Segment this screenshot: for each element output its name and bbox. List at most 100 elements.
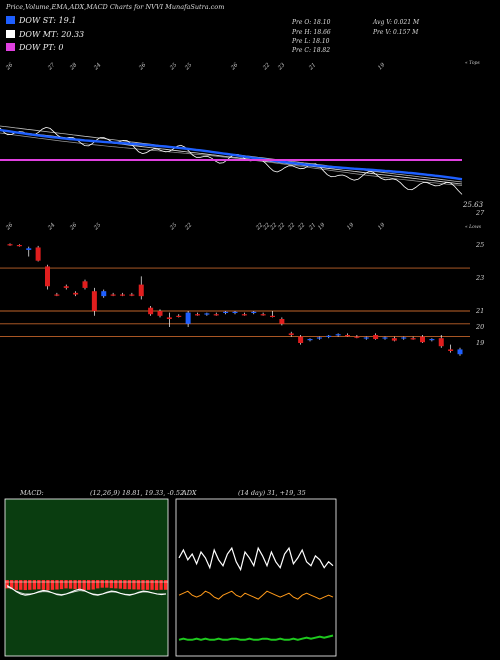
macd-hist-bar [28, 580, 32, 590]
macd-hist-bar [109, 580, 113, 589]
candle-body [251, 311, 257, 313]
adx-pane-bg [175, 498, 337, 657]
macd-hist-bar [14, 580, 18, 590]
y-axis-tick: 19 [476, 339, 484, 347]
candle-body [279, 319, 285, 324]
top-date-label: 19 [377, 62, 387, 72]
macd-hist-bar [100, 580, 104, 588]
top-date-label: 21 [307, 62, 317, 72]
y-axis-tick: 27 [475, 209, 485, 217]
lows-label: « Lows [465, 224, 482, 230]
legend-label-pt: DOW PT: 0 [19, 43, 64, 52]
candle-body [26, 248, 32, 250]
candle-body [120, 294, 125, 296]
candle-body [260, 314, 266, 316]
top-date-label: 25 [183, 62, 193, 72]
tops-label: « Tops [465, 60, 480, 66]
candle-body [326, 335, 332, 337]
legend-label-st: DOW ST: 19.1 [19, 16, 77, 25]
candle-body [241, 314, 247, 316]
ohlc-prev-volume: Pre V: 0.157 M [373, 29, 419, 36]
candle-body [307, 339, 313, 341]
candle-body [382, 337, 388, 339]
macd-hist-bar [46, 580, 50, 591]
lower-date-label: 22 [296, 222, 306, 232]
macd-hist-bar [32, 580, 36, 590]
lower-date-label: 22 [286, 222, 296, 232]
ohlc-close: Pre C: 18.82 [292, 47, 331, 54]
legend-dow-st: DOW ST: 19.1 [6, 16, 76, 25]
candle-body [345, 335, 350, 337]
macd-pane-bg [4, 498, 169, 657]
lower-date-label: 26 [68, 222, 78, 232]
macd-hist-bar [163, 580, 168, 590]
legend-swatch-mt [6, 30, 15, 38]
candle-body [373, 335, 379, 339]
adx-pane-title: ADX [182, 489, 197, 497]
candle-body [232, 311, 238, 313]
candle-body [438, 338, 444, 347]
top-date-label: 26 [229, 62, 239, 72]
candle-body [148, 307, 154, 315]
top-date-label: 28 [68, 62, 78, 72]
candle-body [138, 284, 144, 297]
candle-body [298, 336, 304, 343]
macd-hist-bar [96, 580, 100, 589]
candle-body [213, 314, 219, 316]
macd-hist-bar [50, 580, 55, 590]
candle-body [270, 315, 275, 317]
candle-body [448, 349, 454, 351]
candle-body [457, 349, 463, 355]
y-axis-tick: 23 [475, 274, 484, 282]
macd-hist-bar [41, 580, 46, 590]
candle-body [316, 337, 322, 339]
candle-body [166, 317, 172, 319]
macd-hist-bar [5, 580, 9, 589]
ohlc-avg-volume: Avg V: 0.021 M [373, 19, 420, 26]
candle-body [185, 312, 191, 324]
lower-date-label: 21 [307, 222, 317, 232]
ohlc-low: Pre L: 18.10 [292, 38, 330, 45]
candle-body [7, 244, 13, 246]
candle-body [16, 245, 22, 247]
macd-hist-bar [37, 580, 41, 590]
macd-hist-bar [10, 580, 14, 590]
top-date-label: 26 [137, 62, 147, 72]
macd-hist-bar [123, 580, 127, 590]
lower-date-label: 25 [168, 222, 178, 232]
ema-long-line [0, 132, 463, 186]
lower-date-label: 19 [317, 222, 327, 232]
lower-date-label: 22 [276, 222, 286, 232]
legend-swatch-st [6, 16, 15, 24]
top-date-label: 22 [261, 62, 271, 72]
candle-body [176, 315, 182, 317]
candle-body [91, 291, 97, 311]
macd-hist-bar [87, 580, 91, 590]
macd-hist-bar [118, 580, 123, 589]
macd-hist-bar [59, 580, 64, 590]
lower-date-label: 19 [346, 222, 356, 232]
top-date-label: 25 [168, 62, 178, 72]
ema-fast-line [0, 128, 463, 181]
candle-body [335, 334, 341, 336]
macd-hist-bar [105, 580, 109, 588]
top-date-label: 24 [92, 62, 102, 72]
top-date-label: 23 [276, 62, 286, 72]
lower-date-label: 25 [92, 222, 102, 232]
lower-date-label: 26 [4, 222, 14, 232]
adx-pane-params: (14 day) 31, +19, 35 [238, 489, 306, 497]
candle-body [35, 247, 41, 261]
candle-body [129, 294, 135, 296]
top-date-label: 27 [46, 62, 56, 72]
legend-dow-mt: DOW MT: 20.33 [6, 30, 84, 39]
chart-title: Price,Volume,EMA,ADX,MACD Charts for NVV… [6, 3, 225, 11]
ema-last-value: 25.63 [462, 201, 484, 209]
top-date-label: 26 [4, 62, 14, 72]
candle-body [54, 294, 60, 296]
candle-body [363, 337, 369, 339]
macd-hist-bar [136, 580, 141, 590]
macd-hist-bar [23, 580, 27, 591]
macd-hist-bar [159, 580, 163, 590]
candle-body [354, 336, 360, 338]
adx-line [178, 590, 334, 600]
